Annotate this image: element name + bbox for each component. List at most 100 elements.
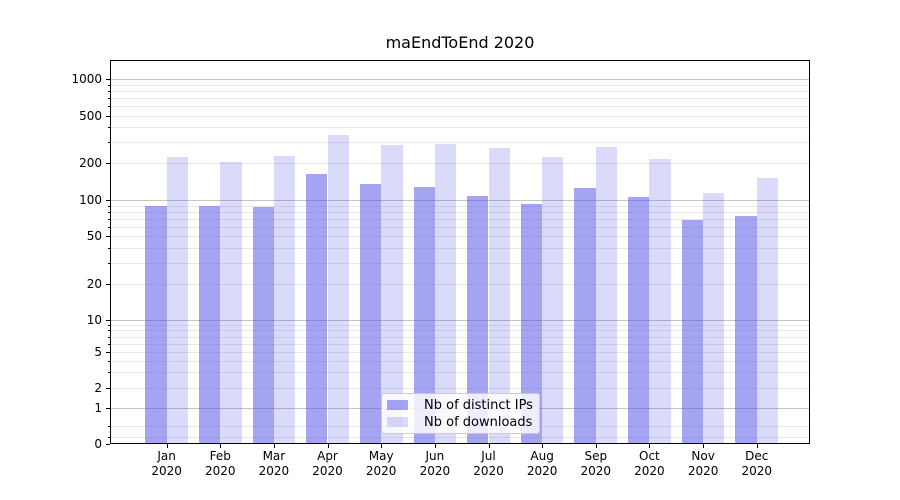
minor-gridline	[111, 236, 809, 237]
y-tick-label: 50	[86, 229, 102, 243]
minor-gridline	[111, 360, 809, 362]
bar-ips-aug	[520, 203, 543, 443]
x-tick-mark	[649, 444, 651, 448]
minor-gridline	[111, 211, 809, 213]
minor-gridline	[111, 90, 809, 92]
y-minor-tick-mark	[108, 247, 110, 249]
y-tick-mark	[106, 443, 110, 445]
legend-row: Nb of downloads	[387, 414, 539, 430]
legend-label: Nb of downloads	[424, 414, 533, 430]
bar-ips-may	[359, 183, 382, 443]
y-minor-tick-mark	[108, 205, 110, 207]
x-tick-label-oct: Oct 2020	[634, 449, 665, 478]
bar-downloads-jun	[434, 143, 457, 443]
bar-downloads-dec	[756, 178, 779, 443]
x-tick-label-jan: Jan 2020	[151, 449, 182, 478]
y-tick-label: 5	[94, 345, 102, 359]
y-minor-tick-mark	[108, 142, 110, 144]
minor-gridline	[111, 163, 809, 165]
y-minor-tick-mark	[108, 388, 110, 390]
y-minor-tick-mark	[108, 284, 110, 285]
y-minor-tick-mark	[108, 115, 110, 117]
bar-ips-dec	[735, 215, 757, 443]
y-minor-tick-mark	[108, 360, 110, 362]
bar-downloads-jul	[488, 148, 510, 443]
minor-gridline	[111, 218, 809, 220]
y-tick-mark	[106, 408, 110, 410]
minor-gridline	[111, 115, 809, 117]
y-minor-tick-mark	[108, 226, 110, 228]
y-tick-label: 1000	[71, 72, 102, 86]
y-minor-tick-mark	[108, 163, 110, 165]
minor-gridline	[111, 205, 809, 207]
y-minor-tick-mark	[108, 218, 110, 220]
bar-downloads-aug	[542, 157, 564, 443]
legend-label: Nb of distinct IPs	[424, 397, 533, 413]
x-tick-mark	[488, 444, 490, 448]
minor-gridline	[111, 97, 809, 99]
bar-downloads-nov	[703, 193, 725, 443]
y-minor-tick-mark	[108, 336, 110, 338]
y-tick-mark	[106, 79, 110, 80]
bar-ips-oct	[628, 197, 650, 443]
minor-gridline	[111, 247, 809, 249]
bar-ips-sep	[574, 187, 596, 443]
x-tick-mark	[703, 444, 705, 448]
bar-ips-feb	[198, 205, 221, 443]
y-tick-mark	[106, 320, 110, 321]
bar-ips-mar	[252, 206, 274, 443]
y-minor-tick-mark	[108, 343, 110, 345]
minor-gridline	[111, 330, 809, 332]
x-tick-mark	[381, 444, 383, 448]
minor-gridline	[111, 262, 809, 264]
bar-downloads-feb	[220, 162, 242, 443]
y-minor-tick-mark	[108, 324, 110, 326]
legend-row: Nb of distinct IPs	[387, 397, 539, 413]
minor-gridline	[111, 127, 809, 129]
bar-downloads-sep	[595, 146, 618, 443]
x-tick-mark	[220, 444, 222, 448]
minor-gridline	[111, 372, 809, 374]
minor-gridline	[111, 352, 809, 353]
x-tick-label-aug: Aug 2020	[526, 449, 558, 478]
minor-gridline	[111, 324, 809, 326]
bar-ips-jul	[467, 196, 489, 443]
x-tick-mark	[595, 444, 597, 448]
x-tick-label-dec: Dec 2020	[741, 449, 773, 478]
major-gridline	[111, 79, 809, 80]
x-tick-mark	[756, 444, 758, 448]
x-tick-label-mar: Mar 2020	[258, 449, 290, 478]
legend: Nb of distinct IPs Nb of downloads	[381, 393, 540, 434]
bar-ips-jan	[145, 205, 167, 443]
y-minor-tick-mark	[108, 84, 110, 86]
major-gridline	[111, 200, 809, 201]
y-minor-tick-mark	[108, 436, 110, 438]
y-tick-label: 20	[86, 277, 102, 291]
x-tick-mark	[434, 444, 436, 448]
minor-gridline	[111, 336, 809, 338]
minor-gridline	[111, 106, 809, 107]
legend-swatch-downloads	[387, 417, 408, 427]
minor-gridline	[111, 284, 809, 285]
y-tick-label: 0	[94, 436, 102, 451]
bar-downloads-may	[381, 144, 403, 443]
y-minor-tick-mark	[108, 236, 110, 237]
x-tick-mark	[166, 444, 168, 448]
minor-gridline	[111, 84, 809, 86]
y-minor-tick-mark	[108, 90, 110, 92]
y-tick-label: 200	[79, 156, 102, 171]
x-tick-label-sep: Sep 2020	[580, 449, 612, 478]
bar-ips-jun	[413, 187, 435, 443]
major-gridline	[111, 320, 809, 321]
x-tick-mark	[542, 444, 544, 448]
y-minor-tick-mark	[108, 127, 110, 129]
x-tick-mark	[273, 444, 275, 448]
minor-gridline	[111, 226, 809, 228]
chart-title: maEndToEnd 2020	[385, 33, 535, 52]
legend-swatch-ips	[387, 400, 408, 410]
y-tick-label: 10	[86, 313, 102, 327]
y-tick-label: 1	[94, 401, 102, 416]
bar-ips-apr	[306, 173, 328, 443]
x-tick-label-nov: Nov 2020	[687, 449, 719, 478]
